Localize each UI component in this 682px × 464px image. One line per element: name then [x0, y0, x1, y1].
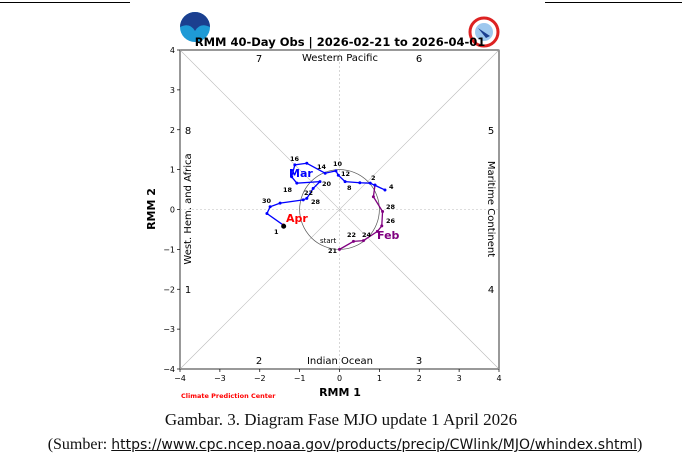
data-point [334, 169, 338, 173]
day-label: 1 [274, 228, 279, 236]
region-maritime-continent: Maritime Continent [485, 161, 496, 257]
credit-label: Climate Prediction Center [181, 392, 276, 400]
nws-logo [468, 16, 500, 48]
noaa-logo [180, 12, 210, 42]
day-label: 28 [311, 198, 321, 206]
day-label: 10 [333, 160, 343, 168]
data-point [351, 239, 355, 243]
phase-label-3: 3 [416, 356, 422, 367]
data-point [343, 180, 347, 184]
figure-source: (Sumber: https://www.cpc.ncep.noaa.gov/p… [0, 436, 682, 454]
y-tick-label: 1 [170, 166, 175, 175]
series-line-mar [266, 162, 386, 226]
day-label: 22 [304, 189, 313, 197]
x-tick-label: 1 [377, 374, 382, 383]
y-tick-label: 3 [170, 86, 175, 95]
source-link[interactable]: https://www.cpc.ncep.noaa.gov/products/p… [111, 437, 637, 453]
phase-label-6: 6 [416, 54, 422, 65]
header-rule-left [0, 2, 130, 3]
data-point [290, 175, 294, 179]
data-point [311, 186, 315, 190]
y-tick-label: 2 [170, 126, 175, 135]
data-point [381, 209, 385, 213]
data-point [368, 181, 372, 185]
grid [179, 49, 500, 370]
day-label: 12 [341, 170, 350, 178]
x-axis-label: RMM 1 [319, 386, 361, 399]
x-tick-label: 3 [457, 374, 462, 383]
region-west-hem-africa: West. Hem. and Africa [183, 153, 194, 264]
y-axis-label: RMM 2 [145, 188, 158, 230]
x-tick-label: −2 [254, 374, 266, 383]
phase-label-8: 8 [185, 126, 191, 137]
day-label: 8 [347, 184, 352, 192]
x-tick-label: 0 [337, 374, 342, 383]
data-point [278, 201, 282, 205]
y-tick-label: −4 [163, 365, 175, 374]
day-label: 2 [371, 174, 376, 182]
y-tick-label: −3 [163, 325, 175, 334]
source-suffix: ) [636, 436, 643, 453]
day-label: 24 [362, 231, 372, 239]
data-point [323, 171, 327, 175]
start-label: start [320, 237, 337, 245]
phase-label-7: 7 [256, 54, 262, 65]
phase-label-2: 2 [256, 356, 262, 367]
data-point [305, 196, 309, 200]
x-tick-label: −1 [294, 374, 306, 383]
region-indian-ocean: Indian Ocean [307, 356, 373, 367]
data-point [293, 163, 297, 167]
data-point [380, 224, 384, 228]
phase-label-1: 1 [185, 285, 191, 296]
day-label: 30 [262, 197, 272, 205]
phase-label-5: 5 [488, 126, 494, 137]
end-point-marker [281, 223, 287, 229]
data-point [268, 205, 272, 209]
data-point [295, 181, 299, 185]
chart-title: RMM 40-Day Obs | 2026-02-21 to 2026-04-0… [195, 35, 486, 49]
data-point [361, 239, 365, 243]
data-point [371, 195, 375, 199]
x-tick-label: −4 [174, 374, 186, 383]
data-point [375, 229, 379, 233]
series-line-feb [339, 185, 384, 250]
day-label: 28 [386, 203, 396, 211]
day-label: 26 [386, 217, 396, 225]
day-label: 20 [322, 180, 332, 188]
figure-caption: Gambar. 3. Diagram Fase MJO update 1 Apr… [164, 410, 518, 429]
data-point [338, 247, 341, 251]
data-point [305, 161, 309, 165]
x-tick-label: 4 [496, 374, 501, 383]
y-tick-label: −2 [163, 285, 175, 294]
day-label: 22 [347, 231, 356, 239]
x-tick-label: 2 [417, 374, 422, 383]
data-point [373, 183, 377, 187]
day-label: 16 [290, 155, 300, 163]
header-rule-right [545, 2, 682, 3]
x-tick-label: −3 [214, 374, 226, 383]
month-label-mar: Mar [289, 167, 313, 180]
y-tick-label: 0 [170, 206, 175, 215]
diagonal-line [179, 49, 500, 370]
y-tick-label: 4 [170, 46, 175, 55]
data-point [336, 173, 340, 177]
day-label: 18 [283, 186, 293, 194]
data-point [318, 180, 322, 184]
data-point [301, 198, 305, 202]
mjo-phase-diagram: RMM 40-Day Obs | 2026-02-21 to 2026-04-0… [145, 12, 502, 400]
region-western-pacific: Western Pacific [302, 53, 378, 64]
month-label-feb: Feb [377, 229, 400, 242]
phase-label-4: 4 [488, 285, 494, 296]
day-label: 4 [389, 183, 394, 191]
day-label: 21 [328, 247, 338, 255]
data-point [265, 211, 269, 215]
source-prefix: (Sumber: [47, 436, 112, 453]
day-label: 14 [317, 163, 327, 171]
y-tick-label: −1 [163, 245, 175, 254]
month-label-apr: Apr [286, 212, 308, 225]
data-point [383, 188, 387, 192]
data-point [358, 181, 362, 185]
